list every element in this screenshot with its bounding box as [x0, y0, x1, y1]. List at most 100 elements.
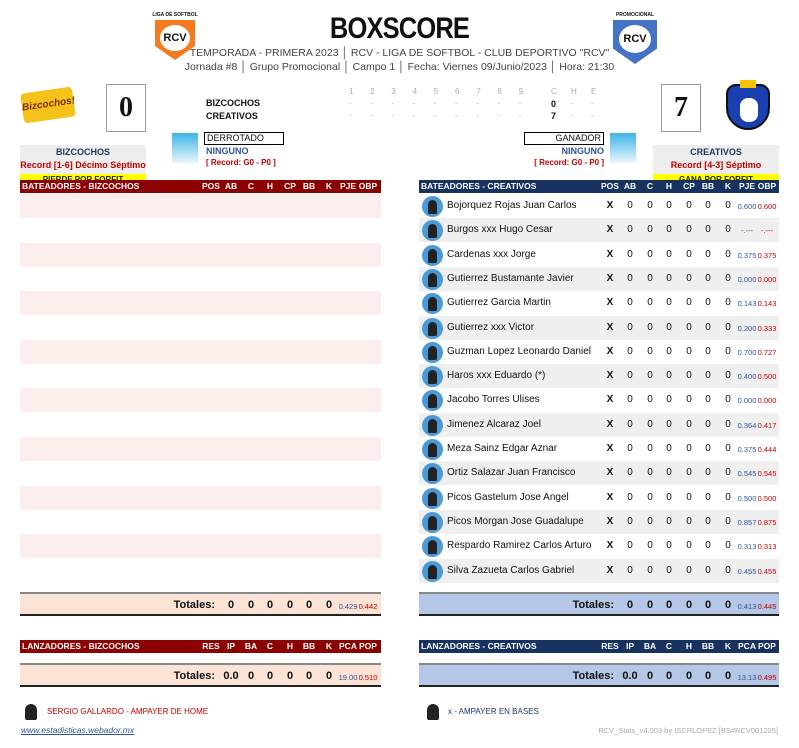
player-pos: X [606, 564, 614, 576]
inning-score: - [455, 111, 458, 120]
player-stat: 0 [725, 564, 731, 576]
player-pje: 0.000 [737, 396, 757, 406]
player-stat: 0 [686, 540, 692, 552]
totals-ip: 0.0 [223, 670, 239, 682]
website-link[interactable]: www.estadisticas.webador.mx [21, 725, 135, 735]
player-stat: 0 [666, 564, 672, 576]
player-stat: 0 [725, 394, 731, 406]
player-name: Bojorquez Rojas Juan Carlos [447, 200, 577, 211]
column-header: RES [202, 641, 220, 651]
column-header: K [724, 181, 732, 191]
losing-pitcher-name: NINGUNO [206, 146, 249, 156]
linescore-H: - [571, 99, 574, 108]
player-pje: 0.313 [737, 542, 757, 552]
column-header: POS [601, 181, 619, 191]
table-row [20, 437, 381, 461]
player-stat: 0 [647, 515, 653, 527]
totals-value: 0 [665, 599, 673, 611]
player-stat: 0 [647, 564, 653, 576]
inning-score: - [518, 111, 522, 120]
inning-score: - [391, 99, 395, 108]
inning-header: 1 [349, 87, 354, 96]
away-pitching-header: LANZADORES - CREATIVOS RES IP BA C H BB K PCA PO… [419, 640, 779, 653]
player-pje: 0.143 [737, 299, 757, 309]
table-row: Picos Morgan Jose Guadalupe X 0 0 0 0 0 0 0.857 0… [419, 509, 779, 534]
player-name: Ortiz Salazar Juan Francisco [447, 467, 576, 479]
player-stat: 0 [627, 540, 633, 552]
column-header: OBP [358, 181, 378, 191]
inning-score: - [476, 111, 479, 120]
totals-value: 0 [286, 670, 294, 682]
column-header: CP [683, 181, 695, 191]
table-row [20, 485, 381, 510]
player-avatar-icon [422, 390, 443, 412]
losing-pitcher-record: [ Record: G0 - P0 ] [206, 158, 276, 167]
player-stat: 0 [705, 491, 711, 503]
away-batting-totals: Totales: 0 0 0 0 0 0 0.413 0.445 [419, 592, 779, 616]
player-pje: 0.700 [737, 347, 757, 357]
column-header: PJE [738, 181, 756, 191]
player-stat: 0 [647, 224, 653, 236]
totals-pje: 0.413 [737, 602, 757, 611]
table-row: Jacobo Torres Ulises X 0 0 0 0 0 0 0.000 0.000 [419, 388, 779, 413]
home-umpire: SERGIO GALLARDO - AMPAYER DE HOME [47, 707, 209, 716]
table-row: Gutierrez Bustamante Javier X 0 0 0 0 0 0 0.000 0… [419, 266, 779, 291]
player-stat: 0 [647, 370, 653, 382]
player-stat: 0 [647, 540, 653, 552]
player-stat: 0 [647, 321, 653, 333]
table-row [20, 412, 381, 437]
table-row: Guzman Lopez Leonardo Daniel X 0 0 0 0 0 0 0.700… [419, 339, 779, 364]
player-stat: 0 [627, 443, 633, 454]
table-title: BATEADORES - BIZCOCHOS [22, 181, 140, 191]
player-obp: 0.444 [757, 445, 777, 454]
player-stat: 0 [627, 224, 633, 236]
player-stat: 0 [725, 491, 731, 503]
column-header: BA [643, 641, 657, 651]
player-stat: 0 [725, 272, 731, 284]
player-obp: 0.375 [757, 250, 777, 260]
linescore-E: - [591, 111, 594, 120]
player-pje: 0.545 [737, 469, 757, 479]
table-row [20, 461, 381, 486]
totals-value: 0 [247, 599, 255, 611]
player-stat: 0 [705, 248, 711, 260]
column-header: K [325, 641, 333, 651]
player-stat: 0 [666, 443, 672, 454]
player-stat: 0 [705, 370, 711, 382]
player-pos: X [606, 345, 614, 357]
inning-score: - [476, 99, 479, 108]
player-stat: 0 [647, 297, 653, 309]
player-name: Gutierrez xxx Victor [447, 321, 535, 333]
player-stat: 0 [627, 467, 633, 479]
column-header: POP [758, 641, 776, 651]
player-stat: 0 [705, 224, 711, 236]
player-avatar-icon [422, 536, 443, 558]
table-row: Respardo Ramirez Carlos Arturo X 0 0 0 0 0 0 0.3… [419, 534, 779, 559]
column-header: C [646, 181, 654, 191]
column-header: IP [625, 641, 635, 651]
player-stat: 0 [627, 515, 633, 527]
player-pos: X [606, 491, 614, 503]
player-stat: 0 [725, 418, 731, 430]
table-row [20, 558, 381, 583]
inning-score: - [391, 111, 395, 120]
home-batting-header: BATEADORES - BIZCOCHOS POS AB C H CP BB K PJE OB… [20, 180, 381, 193]
player-avatar-icon [422, 463, 443, 485]
player-stat: 0 [647, 345, 653, 357]
player-stat: 0 [627, 491, 633, 503]
player-obp: 0.500 [757, 493, 777, 503]
player-stat: 0 [666, 248, 672, 260]
team-record: Record [1-6] Décimo Séptimo [20, 160, 146, 170]
inning-score: - [433, 111, 437, 120]
totals-pop: 0.495 [757, 673, 777, 682]
player-stat: 0 [666, 370, 672, 382]
totals-label: Totales: [572, 599, 614, 611]
player-obp: 0.600 [757, 202, 777, 211]
column-header: POP [359, 641, 377, 651]
totals-value: 0 [286, 599, 294, 611]
table-row: Picos Gastelum Jose Angel X 0 0 0 0 0 0 0.500 0.5… [419, 485, 779, 510]
inning-score: - [497, 99, 501, 108]
player-avatar-icon [422, 366, 443, 388]
player-stat: 0 [705, 321, 711, 333]
inning-score: - [412, 99, 416, 108]
